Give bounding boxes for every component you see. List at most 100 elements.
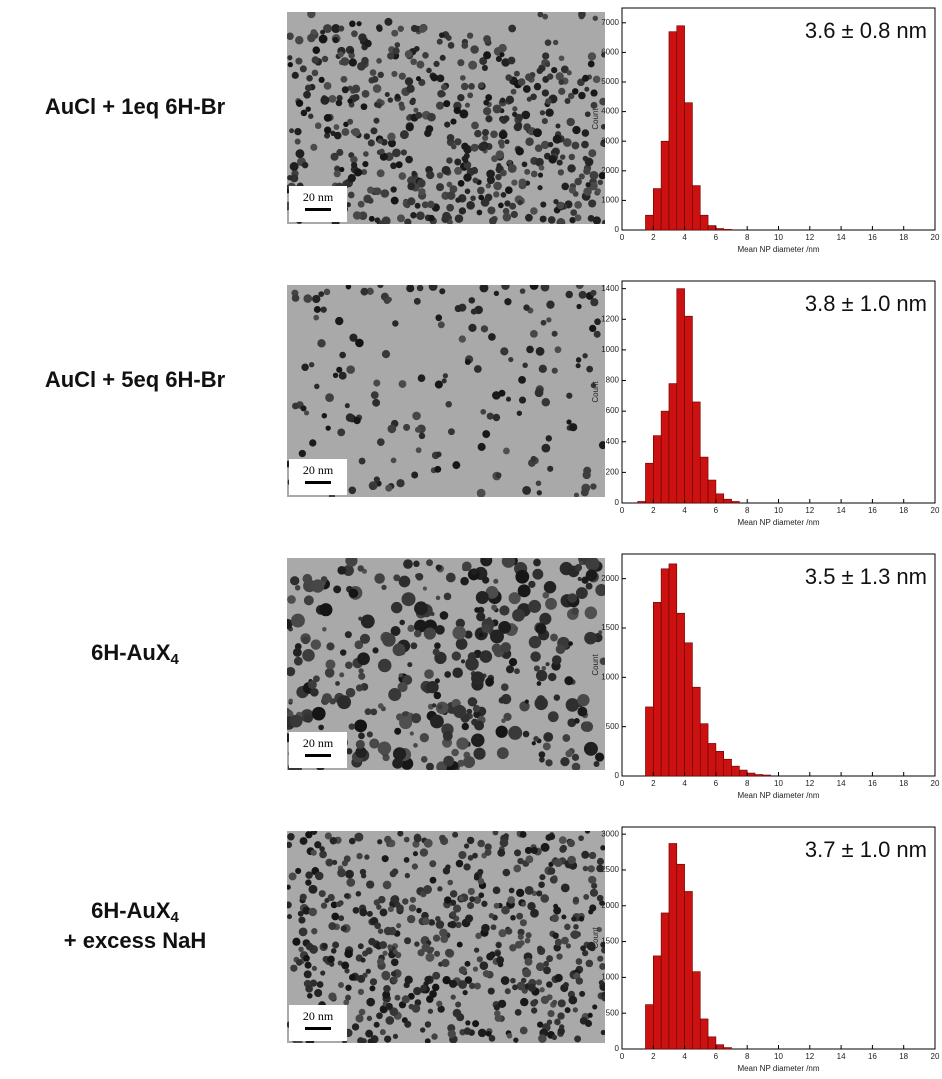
particle [551,67,558,74]
particle [436,74,445,83]
particle [516,912,524,920]
particle [582,865,589,872]
particle [415,111,423,119]
particle [437,886,443,892]
particle [449,920,457,929]
particle [507,896,515,904]
particle [403,982,410,989]
bar [692,401,701,504]
particle [495,725,508,738]
particle [567,855,576,865]
particle [330,901,338,909]
bar [676,863,685,1050]
particle [577,576,582,581]
particle [332,37,339,44]
particle [390,162,397,170]
particle [363,151,369,157]
particle [497,961,504,968]
particle [433,60,440,67]
y-axis-label: Count [591,381,600,403]
particle [320,95,330,105]
particle [407,914,416,924]
particle [474,982,481,990]
particle [461,42,469,49]
particle [398,72,406,80]
particle [493,290,500,297]
particle [304,410,310,416]
particle [509,944,517,952]
particle [530,170,538,178]
particle [572,125,581,135]
particle [467,92,474,99]
bar [699,214,709,231]
particle [414,619,428,633]
particle [461,722,469,731]
particle [492,391,501,400]
particle [399,130,409,140]
particle [530,93,537,101]
x-tick-label: 18 [899,233,908,242]
particle [588,909,594,915]
particle [536,490,542,496]
particle [423,885,432,894]
particle [390,196,399,205]
particle [537,1021,544,1028]
particle [501,558,516,568]
particle [318,890,326,898]
particle [362,161,369,168]
particle [381,350,391,359]
particle [484,848,492,856]
particle [410,58,417,66]
particle [497,848,506,857]
particle [578,91,586,100]
x-axis-label: Mean NP diameter /nm [737,791,819,800]
particle [530,999,537,1007]
particle [477,839,485,848]
particle [299,65,307,73]
particle [374,217,381,224]
particle [306,74,313,82]
particle [480,408,487,415]
particle [465,914,474,923]
particle [472,704,481,713]
particle [387,132,396,142]
particle [373,899,381,906]
particle [585,959,594,968]
particle [330,152,339,161]
particle [377,928,384,934]
particle [535,623,547,635]
particle [397,681,408,693]
particle [368,937,376,946]
particle [574,177,582,186]
particle [535,157,544,167]
particle [463,173,472,182]
particle [498,130,508,140]
particle [458,335,466,343]
particle [554,938,563,946]
particle [411,863,419,870]
particle [542,13,549,20]
particle [314,841,322,849]
particle [485,183,492,189]
particle [575,958,583,965]
particle [352,906,360,914]
particle [411,471,419,479]
particle [518,375,526,384]
particle [538,164,545,171]
particle [304,84,312,92]
particle [525,73,533,81]
particle [380,189,390,198]
particle [573,924,579,930]
particle [437,89,445,98]
particle [302,649,315,662]
x-tick-label: 12 [805,779,814,788]
particle [392,148,401,158]
particle [483,99,490,106]
y-tick-label: 1000 [601,345,619,354]
bar [668,563,678,777]
bar [723,1047,732,1050]
particle [345,994,352,1001]
particle [311,706,326,721]
bar [684,891,693,1050]
particle [447,42,455,49]
